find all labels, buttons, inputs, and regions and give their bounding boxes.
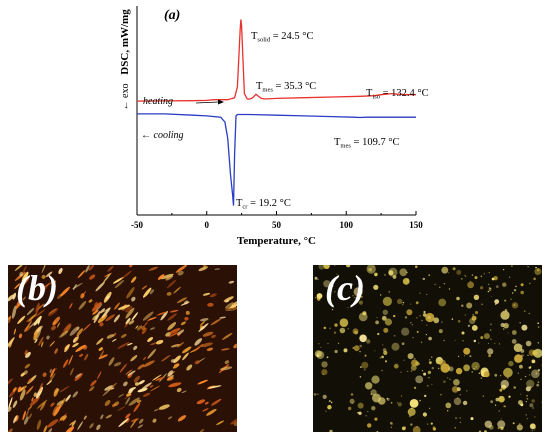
series-label-cooling: ← cooling xyxy=(141,130,184,141)
series-label-heating: heating xyxy=(143,96,173,107)
x-axis-label: Temperature, °C xyxy=(237,235,316,247)
annotation-t-mes-heating: Tmes = 35.3 °C xyxy=(256,81,316,94)
micrograph-background xyxy=(313,265,542,432)
annotation-t-solid: Tsolid = 24.5 °C xyxy=(251,31,313,44)
heating-arrow xyxy=(195,101,219,104)
x-tick-label: 50 xyxy=(272,220,282,230)
x-tick-label: 150 xyxy=(409,220,423,230)
panel-label-c: (c) xyxy=(325,268,365,308)
series-heating-line xyxy=(136,19,417,102)
micrograph-b: (b) xyxy=(8,265,237,432)
annotation-t-iso: Tiso = 132.4 °C xyxy=(366,88,429,101)
series-cooling-line xyxy=(137,113,416,206)
exo-label: ← exo xyxy=(120,84,131,111)
y-axis-label: DSC, mW/mg xyxy=(119,9,131,75)
panel-label-a: (a) xyxy=(164,8,180,23)
x-tick-label: 0 xyxy=(205,220,210,230)
micrograph-particles xyxy=(8,265,237,432)
micrograph-b-image xyxy=(8,265,237,432)
panel-label-b: (b) xyxy=(16,268,58,308)
annotation-t-mes-cooling: Tmes = 109.7 °C xyxy=(334,137,400,150)
heating-arrow-head xyxy=(218,99,224,105)
micrograph-particles xyxy=(313,265,542,432)
annotation-t-cr: Tcr = 19.2 °C xyxy=(236,198,291,211)
x-tick-label: -50 xyxy=(131,220,143,230)
dsc-chart: -50 0 50 100 150 Temperature, °C DSC, mW/mg ← e… xyxy=(119,6,429,247)
x-tick-label: 100 xyxy=(340,220,354,230)
micrograph-c: (c) xyxy=(313,265,542,432)
micrograph-c-image xyxy=(313,265,542,432)
